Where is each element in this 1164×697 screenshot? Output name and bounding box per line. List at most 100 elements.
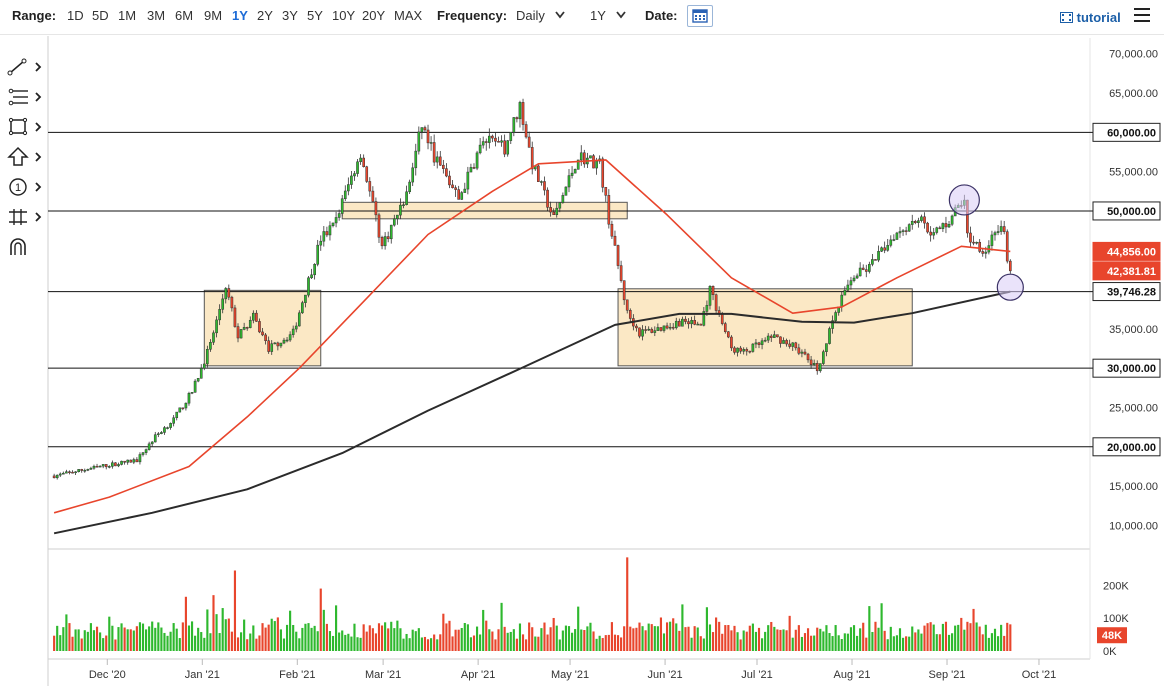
measure-tool[interactable] — [6, 206, 44, 228]
hamburger-menu-icon[interactable] — [1134, 8, 1150, 22]
candle — [583, 149, 586, 168]
volume-bar — [721, 633, 724, 651]
candle-body — [328, 225, 332, 236]
candle-body — [371, 190, 375, 202]
tutorial-link[interactable]: tutorial — [1060, 10, 1121, 25]
volume-bar — [117, 627, 120, 651]
range-button-20y[interactable]: 20Y — [362, 8, 386, 23]
candle — [889, 235, 893, 248]
range-button-3y[interactable]: 3Y — [282, 8, 298, 23]
candle-body — [129, 459, 133, 463]
candle-body — [98, 465, 102, 468]
candle — [782, 337, 785, 344]
range-button-5y[interactable]: 5Y — [307, 8, 323, 23]
candle-body — [429, 142, 433, 144]
range-button-2y[interactable]: 2Y — [257, 8, 273, 23]
candle-body — [769, 335, 773, 338]
volume-bar — [779, 629, 782, 651]
candle-body — [625, 299, 629, 311]
candle — [616, 244, 620, 270]
candle-body — [555, 207, 559, 215]
candle — [111, 460, 114, 469]
frequency-select[interactable]: Daily — [516, 8, 545, 23]
candle — [71, 470, 74, 474]
x-tick-label: Feb '21 — [279, 669, 315, 681]
candle — [815, 360, 819, 375]
trend-line-tool[interactable] — [6, 56, 44, 78]
range-button-1d[interactable]: 1D — [67, 8, 84, 23]
candle-body — [454, 187, 457, 190]
fib-retracement-tool[interactable] — [6, 86, 44, 108]
candle-body — [871, 259, 874, 265]
period-select[interactable]: 1Y — [590, 8, 606, 23]
candle-body — [392, 218, 396, 226]
volume-bar — [466, 624, 469, 651]
candle — [874, 258, 877, 261]
volume-bar — [99, 632, 102, 651]
candle — [864, 264, 868, 278]
candle-body — [812, 363, 816, 365]
candle-body — [524, 124, 528, 138]
candle — [757, 341, 761, 349]
volume-bar — [546, 634, 549, 651]
range-button-9m[interactable]: 9M — [204, 8, 223, 23]
level-tag-text: 60,000.00 — [1107, 127, 1156, 139]
rectangle-tool[interactable] — [6, 116, 44, 138]
candle-body — [723, 323, 727, 332]
candle — [809, 355, 813, 369]
magnet-tool[interactable] — [6, 236, 44, 258]
volume-bar — [374, 633, 377, 651]
range-button-5d[interactable]: 5D — [92, 8, 109, 23]
candle — [83, 468, 87, 473]
volume-bar — [528, 622, 531, 651]
candle-body — [576, 159, 580, 170]
candle — [589, 155, 592, 159]
volume-bar — [380, 625, 384, 651]
volume-bar — [457, 629, 460, 651]
volume-bar — [785, 630, 788, 651]
calendar-button[interactable] — [687, 5, 713, 27]
candle — [426, 124, 430, 150]
range-button-1y[interactable]: 1Y — [232, 8, 248, 23]
chevron-down-icon[interactable] — [616, 10, 626, 22]
candle-body — [868, 264, 871, 272]
volume-bar — [166, 635, 169, 651]
candle — [938, 225, 942, 230]
range-button-6m[interactable]: 6M — [175, 8, 194, 23]
volume-bar — [304, 623, 307, 651]
volume-bar — [316, 631, 319, 651]
candle-body — [491, 135, 494, 139]
price-tag-box — [1092, 261, 1161, 281]
range-button-10y[interactable]: 10Y — [332, 8, 356, 23]
candle — [573, 168, 577, 174]
volume-bar — [675, 623, 678, 651]
candle — [429, 136, 433, 151]
candle — [389, 224, 393, 244]
arrow-tool[interactable] — [6, 146, 44, 168]
range-button-3m[interactable]: 3M — [147, 8, 166, 23]
candle-body — [52, 475, 56, 479]
date-label: Date: — [645, 8, 678, 23]
candle — [941, 222, 945, 232]
volume-bar — [240, 632, 243, 651]
candle-body — [521, 102, 525, 125]
candle — [822, 349, 825, 365]
candle — [969, 226, 972, 247]
volume-bar — [491, 631, 494, 651]
annotation-tool[interactable]: 1 — [6, 176, 44, 198]
range-button-max[interactable]: MAX — [394, 8, 423, 23]
candle — [549, 201, 552, 217]
candle — [362, 154, 365, 168]
candle-body — [748, 350, 752, 353]
volume-bar — [659, 617, 663, 651]
candle — [812, 359, 816, 366]
candle-body — [638, 327, 641, 337]
volume-bar — [874, 621, 877, 651]
volume-bar — [469, 637, 473, 651]
range-button-1m[interactable]: 1M — [118, 8, 137, 23]
volume-bar — [586, 626, 589, 651]
volume-bar — [430, 638, 433, 651]
chevron-down-icon[interactable] — [555, 10, 565, 22]
volume-bar — [543, 622, 546, 651]
